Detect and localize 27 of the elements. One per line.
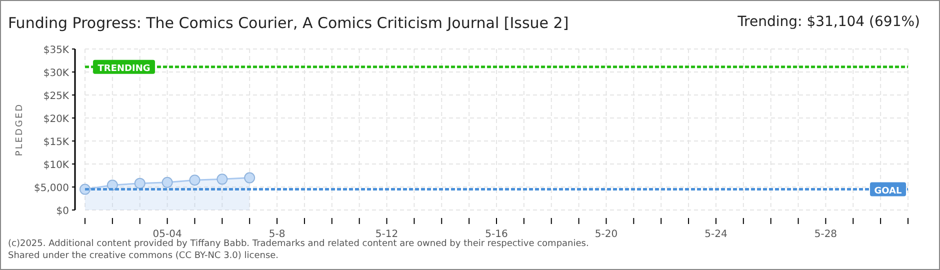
x-tick-label: 5-8: [268, 229, 286, 240]
point: [162, 176, 173, 188]
ref-line-label: GOAL: [874, 186, 902, 196]
point: [134, 178, 146, 189]
x-tick-label: 05-04: [152, 229, 182, 240]
x-tick-label: 5-28: [814, 229, 838, 240]
point: [244, 172, 256, 184]
y-tick-label: $10K: [43, 160, 70, 171]
y-tick-label: $5,000: [34, 183, 69, 194]
x-tick-label: 5-20: [594, 229, 618, 240]
y-axis-title: PLEDGED: [15, 102, 25, 156]
text: Shared under the creative commons (CC BY-NC 3.0) license.: [8, 251, 279, 261]
y-tick-label: $20K: [43, 114, 70, 125]
x-tick-label: 5-16: [485, 229, 508, 240]
y-tick-label: $35K: [43, 45, 70, 56]
x-tick-label: 5-12: [375, 229, 398, 240]
chart-title: Funding Progress: The Comics Courier, A Comics Criticism Journal [Issue 2]: [8, 14, 569, 32]
point: [216, 174, 228, 185]
y-tick-label: $15K: [43, 137, 70, 148]
y-tick-label: $30K: [43, 68, 70, 79]
y-tick-label: $0: [56, 206, 69, 217]
ref-line-label: TRENDING: [98, 64, 150, 74]
y-tick-label: $25K: [43, 91, 70, 102]
text: Trending: $31,104 (691%): [736, 14, 920, 30]
point: [189, 174, 200, 186]
x-tick-label: 5-24: [704, 229, 728, 240]
text: (c)2025. Additional content provided by Tiffany Babb. Trademarks and related content are owned by their respective companies.: [8, 239, 589, 249]
